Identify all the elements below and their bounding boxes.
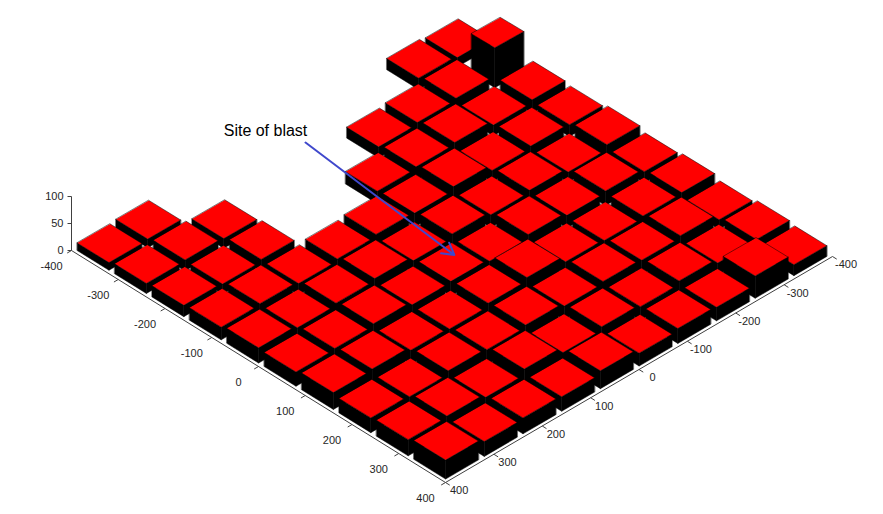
svg-text:100: 100	[595, 400, 613, 412]
svg-text:-100: -100	[690, 343, 712, 355]
svg-text:400: 400	[450, 484, 468, 496]
svg-text:100: 100	[276, 405, 294, 417]
svg-text:100: 100	[45, 190, 63, 202]
svg-text:0: 0	[235, 376, 241, 388]
svg-text:-200: -200	[738, 315, 760, 327]
svg-text:200: 200	[547, 428, 565, 440]
svg-text:0: 0	[650, 371, 656, 383]
svg-text:-400: -400	[40, 260, 62, 272]
svg-text:0: 0	[57, 244, 63, 256]
svg-text:-300: -300	[87, 289, 109, 301]
svg-text:300: 300	[498, 456, 516, 468]
svg-text:50: 50	[51, 217, 63, 229]
svg-text:300: 300	[370, 463, 388, 475]
svg-text:-100: -100	[181, 347, 203, 359]
svg-text:Site of blast: Site of blast	[224, 122, 308, 139]
svg-text:-200: -200	[134, 318, 156, 330]
svg-text:-300: -300	[787, 287, 809, 299]
svg-text:200: 200	[323, 434, 341, 446]
svg-text:400: 400	[416, 492, 434, 504]
svg-text:-400: -400	[835, 258, 857, 270]
